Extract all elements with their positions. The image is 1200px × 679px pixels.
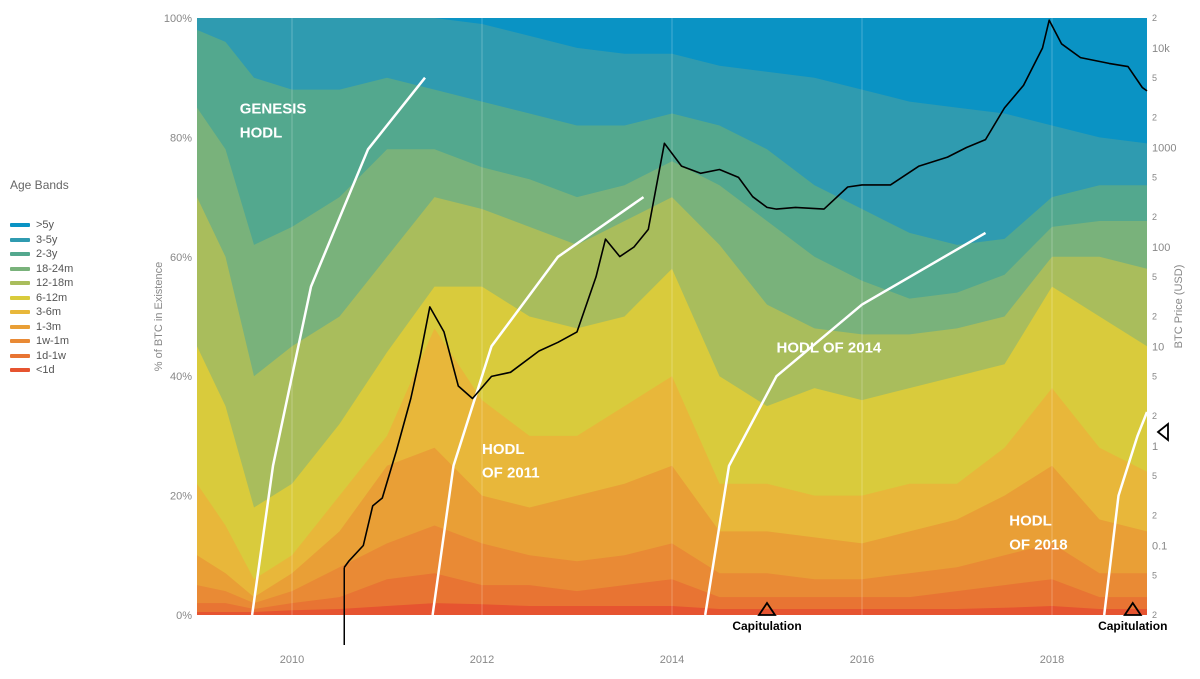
- y-right-minor-tick: 2: [1152, 13, 1157, 23]
- legend-label: 1d-1w: [36, 349, 66, 362]
- legend-label: >5y: [36, 219, 55, 232]
- legend-item[interactable]: 3-6m: [10, 305, 130, 320]
- legend-item[interactable]: 1w-1m: [10, 334, 130, 349]
- legend-swatch: [10, 252, 30, 257]
- legend-label: 3-5y: [36, 233, 58, 246]
- legend-item[interactable]: 1d-1w: [10, 349, 130, 364]
- legend-swatch: [10, 223, 30, 228]
- y-right-minor-tick: 5: [1152, 73, 1157, 83]
- x-tick-label: 2010: [280, 654, 304, 666]
- y-right-minor-tick: 2: [1152, 411, 1157, 421]
- legend-label: 3-6m: [36, 306, 62, 319]
- x-tick-label: 2018: [1040, 654, 1064, 666]
- legend-swatch: [10, 339, 30, 344]
- legend-title: Age Bands: [10, 178, 69, 192]
- legend-label: 12-18m: [36, 277, 74, 290]
- y-right-minor-tick: 2: [1152, 312, 1157, 322]
- y-right-minor-tick: 5: [1152, 272, 1157, 282]
- legend-swatch: [10, 266, 30, 271]
- hodl-curve: [703, 231, 987, 616]
- annotation-text: HODL OF 2014: [777, 339, 882, 356]
- y-right-minor-tick: 2: [1152, 113, 1157, 123]
- y-right-tick-label: 10k: [1152, 43, 1170, 55]
- y-right-minor-tick: 5: [1152, 471, 1157, 481]
- capitulation-triangle-icon: [757, 601, 777, 616]
- legend-swatch: [10, 281, 30, 286]
- y-right-tick-label: 0.1: [1152, 540, 1167, 552]
- legend-swatch: [10, 295, 30, 300]
- legend-item[interactable]: 18-24m: [10, 262, 130, 277]
- legend-item[interactable]: <1d: [10, 363, 130, 378]
- y-left-tick-label: 40%: [170, 371, 192, 383]
- x-tick-label: 2016: [850, 654, 874, 666]
- price-line: [343, 19, 1148, 568]
- legend-swatch: [10, 353, 30, 358]
- legend-items: >5y 3-5y 2-3y 18-24m 12-18m 6-12m 3-6m 1-3m 1w-1…: [10, 218, 130, 378]
- capitulation-label: Capitulation: [1098, 619, 1167, 633]
- y-right-tick-label: 1: [1152, 441, 1158, 453]
- legend-item[interactable]: 2-3y: [10, 247, 130, 262]
- current-marker-icon: [1156, 422, 1169, 442]
- legend-item[interactable]: >5y: [10, 218, 130, 233]
- y-left-tick-label: 100%: [164, 13, 192, 25]
- legend-item[interactable]: 6-12m: [10, 291, 130, 306]
- legend: Age Bands >5y 3-5y 2-3y 18-24m 12-18m 6-12m 3-…: [10, 178, 130, 378]
- annotation-text: GENESIS: [240, 101, 307, 118]
- legend-label: 6-12m: [36, 291, 68, 304]
- legend-item[interactable]: 3-5y: [10, 233, 130, 248]
- x-tick-label: 2014: [660, 654, 684, 666]
- legend-swatch: [10, 237, 30, 242]
- legend-item[interactable]: 12-18m: [10, 276, 130, 291]
- y-right-minor-tick: 5: [1152, 371, 1157, 381]
- legend-label: 1-3m: [36, 320, 62, 333]
- legend-label: 1w-1m: [36, 335, 70, 348]
- y-left-tick-label: 60%: [170, 252, 192, 264]
- y-right-minor-tick: 2: [1152, 511, 1157, 521]
- annotation-text: OF 2011: [482, 465, 540, 482]
- hodl-curve: [250, 76, 426, 616]
- y-right-minor-tick: 5: [1152, 172, 1157, 182]
- y-right-tick-label: 1000: [1152, 142, 1176, 154]
- y-right-minor-tick: 2: [1152, 610, 1157, 620]
- capitulation-triangle-icon: [1123, 601, 1143, 616]
- hodl-curve: [1102, 411, 1149, 616]
- hodl-curve: [431, 196, 645, 616]
- legend-label: <1d: [36, 364, 55, 377]
- y-left-tick-label: 0%: [176, 610, 192, 622]
- legend-item[interactable]: 1-3m: [10, 320, 130, 335]
- legend-swatch: [10, 310, 30, 315]
- y-left-axis-title: % of BTC in Existence: [153, 262, 165, 371]
- y-right-minor-tick: 5: [1152, 570, 1157, 580]
- annotation-text: HODL: [1009, 512, 1052, 529]
- annotation-text: HODL: [240, 124, 283, 141]
- y-left-tick-label: 20%: [170, 491, 192, 503]
- annotation-text: OF 2018: [1009, 536, 1067, 553]
- y-right-tick-label: 10: [1152, 341, 1164, 353]
- y-right-minor-tick: 2: [1152, 212, 1157, 222]
- y-left-tick-label: 80%: [170, 132, 192, 144]
- legend-label: 2-3y: [36, 248, 58, 261]
- legend-swatch: [10, 324, 30, 329]
- capitulation-label: Capitulation: [732, 619, 801, 633]
- legend-swatch: [10, 368, 30, 373]
- y-right-axis-title: BTC Price (USD): [1173, 265, 1185, 349]
- legend-label: 18-24m: [36, 262, 74, 275]
- x-tick-label: 2012: [470, 654, 494, 666]
- annotation-text: HODL: [482, 441, 525, 458]
- y-right-tick-label: 100: [1152, 242, 1170, 254]
